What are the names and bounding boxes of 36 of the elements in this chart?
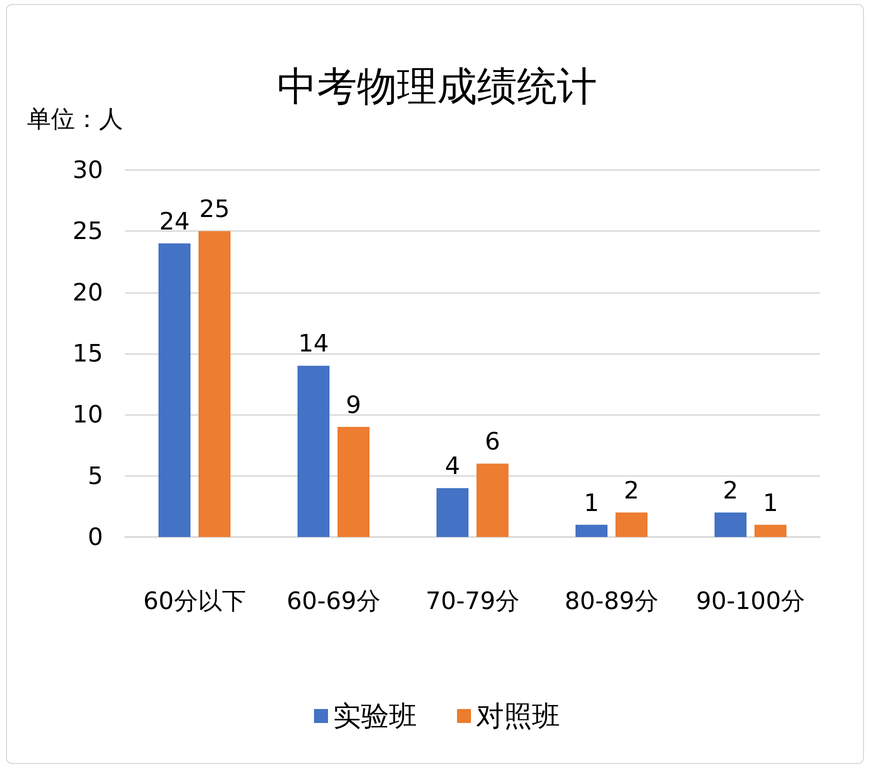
legend-label: 实验班 [333, 700, 417, 732]
data-label: 1 [762, 488, 778, 517]
bar [714, 512, 746, 537]
legend-label: 对照班 [476, 700, 560, 732]
data-label: 24 [159, 207, 190, 236]
x-tick-label: 80-89分 [564, 587, 658, 615]
x-tick-label: 70-79分 [426, 587, 520, 615]
x-tick-label: 90-100分 [696, 587, 806, 615]
data-label: 2 [722, 476, 738, 505]
x-tick-label: 60分以下 [143, 587, 246, 615]
bar [436, 488, 468, 537]
data-label: 14 [298, 330, 329, 358]
data-label: 6 [484, 428, 500, 456]
bar [158, 243, 190, 537]
bar [476, 464, 508, 537]
bar [754, 524, 786, 537]
data-label: 1 [584, 488, 600, 517]
data-label: 9 [346, 390, 362, 419]
y-tick-label: 20 [72, 278, 103, 306]
y-tick-label: 0 [88, 523, 103, 551]
y-tick-label: 10 [72, 400, 103, 429]
y-axis-title: 单位：人 [27, 105, 123, 133]
y-tick-label: 30 [72, 156, 103, 184]
data-label: 2 [624, 476, 640, 505]
y-tick-label: 15 [72, 340, 103, 368]
data-label: 4 [444, 452, 460, 480]
x-tick-label: 60-69分 [286, 587, 380, 615]
bar [198, 231, 230, 537]
bar [338, 426, 370, 537]
bar [576, 524, 608, 537]
y-tick-label: 5 [88, 462, 103, 490]
y-tick-label: 25 [72, 217, 103, 246]
bar [616, 512, 648, 537]
data-label: 25 [199, 195, 230, 224]
chart-title: 中考物理成绩统计 [277, 64, 597, 110]
bar [298, 366, 330, 537]
